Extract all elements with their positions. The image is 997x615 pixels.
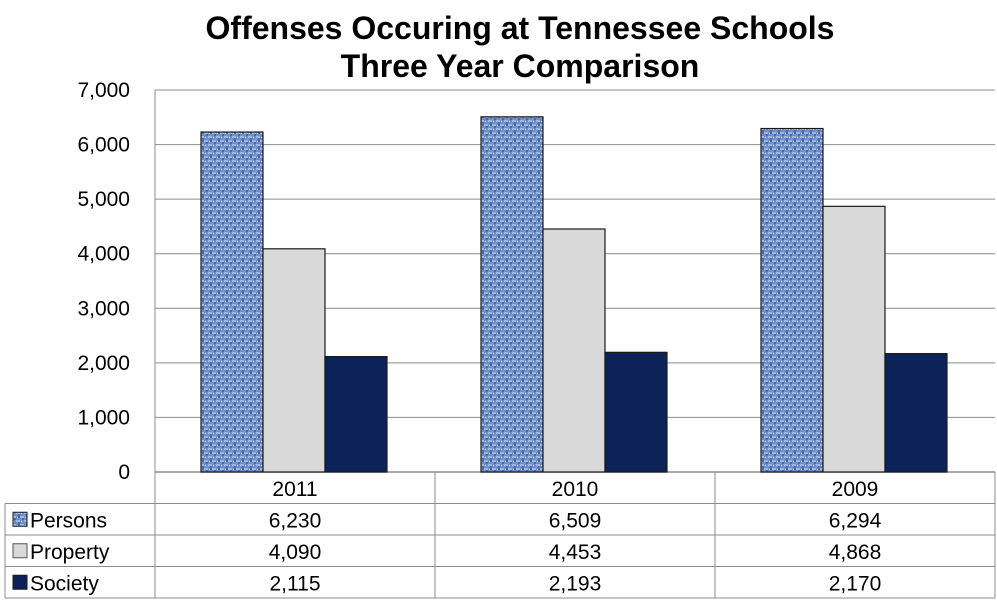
bar-society-2010 xyxy=(604,351,668,473)
bar-persons-2010 xyxy=(480,116,544,473)
data-label: 6,509 xyxy=(549,509,602,532)
legend-key-property xyxy=(12,543,28,559)
data-label: 6,230 xyxy=(269,509,322,532)
data-label: 4,453 xyxy=(549,541,602,564)
y-tick-label: 4,000 xyxy=(77,243,130,266)
y-axis: 0 1,000 2,000 3,000 4,000 5,000 6,000 7,000 xyxy=(77,79,995,484)
y-tick-label: 1,000 xyxy=(77,406,130,429)
y-tick-label: 2,000 xyxy=(77,352,130,375)
x-tick-label: 2011 xyxy=(272,478,317,501)
legend-key-society xyxy=(12,574,28,590)
data-label: 2,170 xyxy=(829,572,882,595)
y-tick-label: 7,000 xyxy=(77,79,130,102)
data-label: 4,090 xyxy=(269,541,322,564)
data-label: 2,115 xyxy=(270,572,321,595)
y-tick-label: 3,000 xyxy=(77,297,130,320)
legend-label-persons: Persons xyxy=(30,509,107,532)
data-table: 2011 2010 2009 Persons 6,230 6,509 6,294 Proper… xyxy=(4,472,996,599)
x-tick-label: 2009 xyxy=(832,478,879,501)
legend-label-property: Property xyxy=(30,541,110,564)
bar-society-2011 xyxy=(324,355,388,473)
bar-society-2009 xyxy=(884,352,948,473)
y-tick-label: 0 xyxy=(118,461,130,484)
legend-key-persons xyxy=(12,511,28,527)
data-label: 4,868 xyxy=(829,541,882,564)
data-label: 2,193 xyxy=(549,572,602,595)
bar-persons-2011 xyxy=(200,131,264,473)
x-tick-label: 2010 xyxy=(552,478,599,501)
chart-subtitle: Three Year Comparison xyxy=(340,48,700,84)
bar-property-2011 xyxy=(262,248,326,473)
bar-series xyxy=(200,116,948,473)
bar-persons-2009 xyxy=(760,127,824,473)
data-label: 6,294 xyxy=(829,509,882,532)
chart-title: Offenses Occuring at Tennessee Schools xyxy=(205,10,835,46)
y-tick-label: 6,000 xyxy=(77,134,130,157)
y-tick-label: 5,000 xyxy=(77,188,130,211)
bar-property-2009 xyxy=(822,205,886,473)
bar-property-2010 xyxy=(542,228,606,473)
legend-label-society: Society xyxy=(30,572,99,595)
